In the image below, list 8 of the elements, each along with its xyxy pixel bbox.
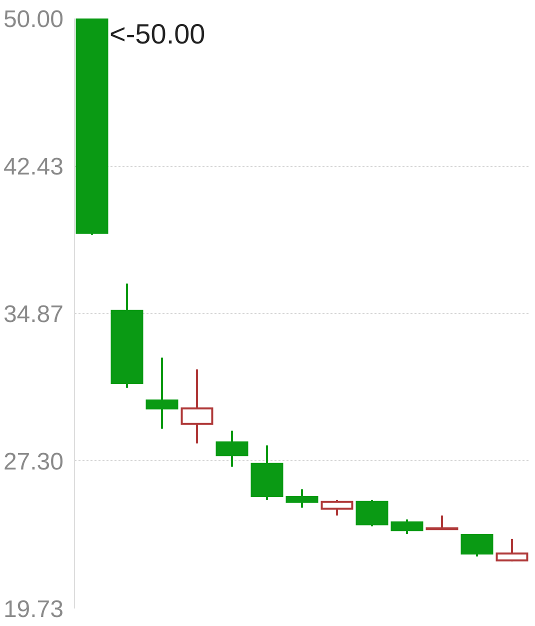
y-tick-label: 27.30 bbox=[3, 448, 64, 476]
y-tick-label: 19.73 bbox=[3, 596, 64, 623]
annotation: <-50.00 bbox=[110, 18, 206, 50]
candlestick bbox=[426, 514, 458, 530]
y-tick-label: 34.87 bbox=[3, 300, 64, 328]
candlestick bbox=[146, 356, 178, 430]
y-tick-label: 50.00 bbox=[3, 6, 64, 33]
y-tick-label: 42.43 bbox=[3, 154, 64, 181]
